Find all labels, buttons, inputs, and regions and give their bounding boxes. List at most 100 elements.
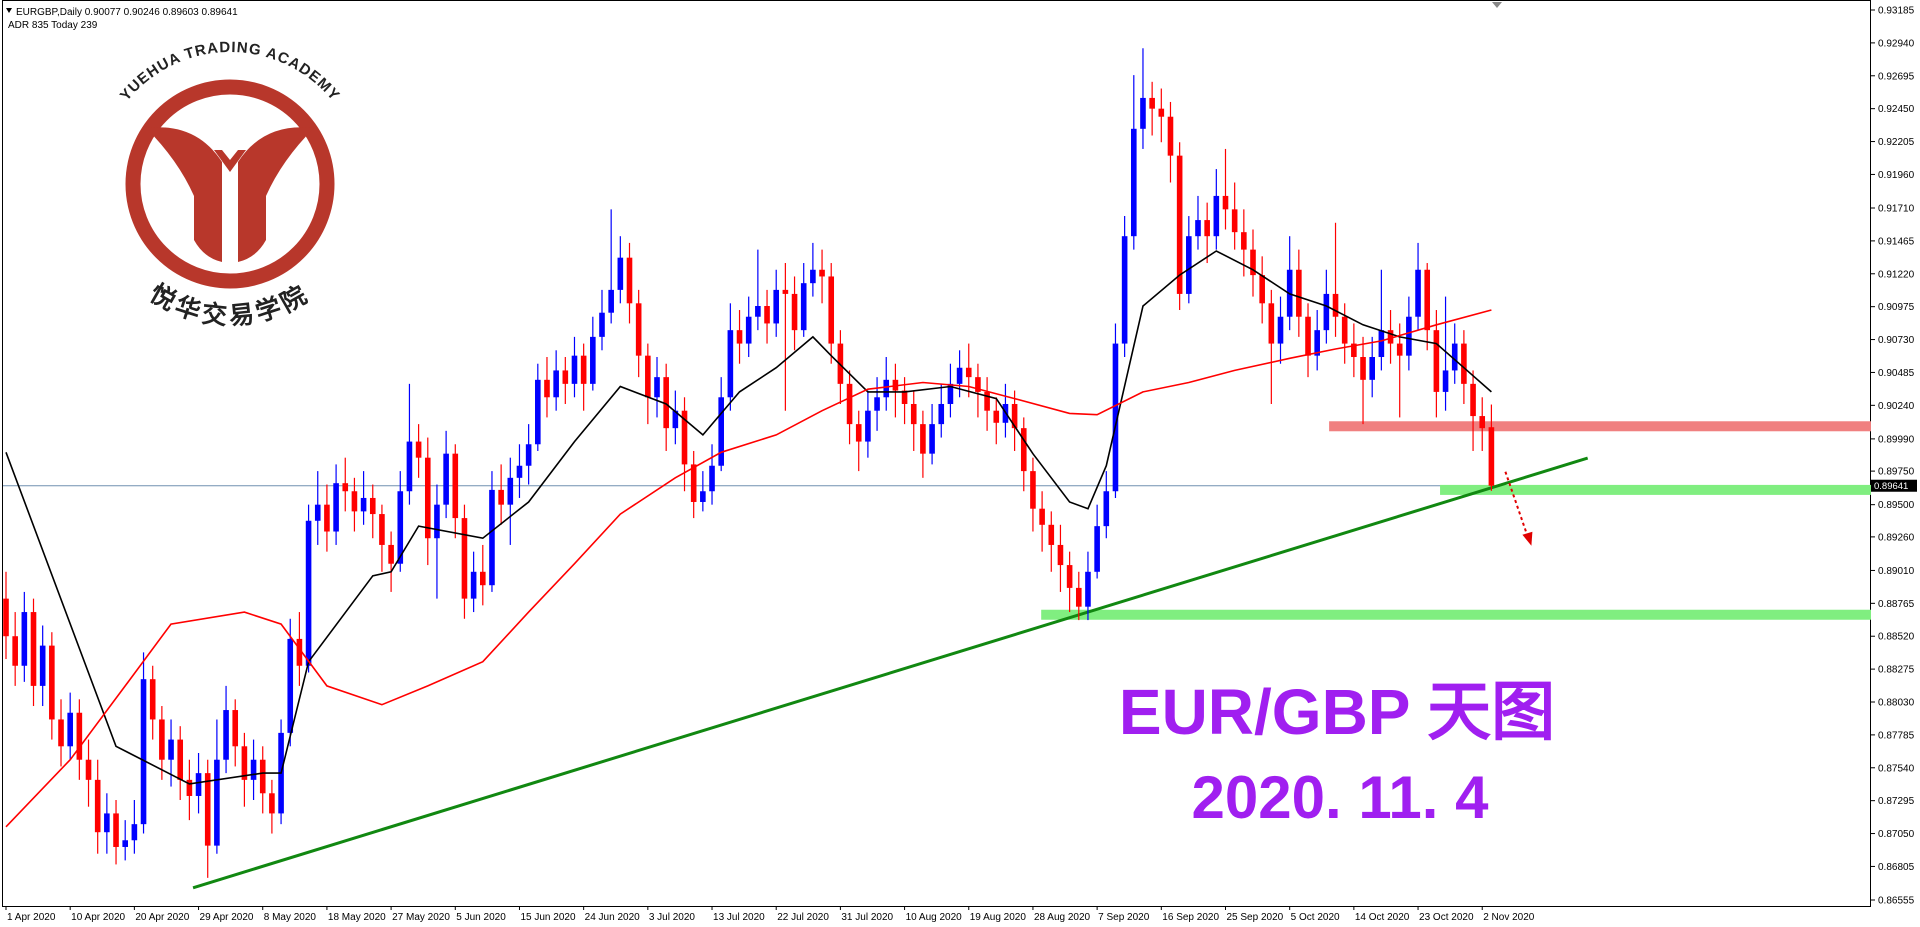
- candle-body: [1094, 526, 1100, 572]
- candle-body: [369, 497, 376, 515]
- candle-body: [351, 491, 358, 512]
- x-tick-label: 28 Aug 2020: [1034, 912, 1091, 923]
- candle-body: [1369, 357, 1375, 380]
- candle-body: [122, 840, 128, 847]
- candle-body: [186, 779, 193, 796]
- zone: [1440, 484, 1871, 495]
- candle-body: [975, 377, 981, 392]
- y-tick-label: 0.87540: [1878, 763, 1915, 774]
- candle-body: [956, 367, 963, 384]
- y-tick-label: 0.90485: [1878, 368, 1915, 379]
- candle-body: [269, 793, 275, 814]
- candle-body: [296, 638, 303, 666]
- candle-body: [1314, 330, 1320, 356]
- y-tick-label: 0.90730: [1878, 335, 1915, 346]
- y-tick-label: 0.88275: [1878, 665, 1915, 676]
- candle-body: [195, 773, 202, 796]
- candle-body: [49, 645, 55, 720]
- price-label-box: [1871, 479, 1917, 492]
- candle-body: [287, 638, 294, 733]
- scroll-marker: [1492, 2, 1502, 8]
- candle-body: [241, 746, 248, 780]
- candle-body: [1250, 249, 1256, 276]
- candle-body: [140, 679, 147, 825]
- logo-notch: [214, 150, 246, 172]
- candle-body: [1415, 269, 1421, 317]
- candle-body: [965, 367, 972, 378]
- y-tick-label: 0.90975: [1878, 302, 1915, 313]
- x-tick-label: 10 Apr 2020: [71, 912, 125, 923]
- y-tick-label: 0.92940: [1878, 38, 1915, 49]
- x-tick-label: 23 Oct 2020: [1419, 912, 1474, 923]
- candle-body: [1176, 155, 1183, 294]
- zone: [1041, 609, 1871, 620]
- candle-body: [406, 441, 413, 492]
- candle-body: [223, 710, 229, 760]
- y-tick-label: 0.89260: [1878, 532, 1915, 543]
- candle-body: [177, 739, 184, 780]
- x-tick-label: 16 Sep 2020: [1162, 912, 1219, 923]
- candle-body: [910, 403, 917, 425]
- candle-body: [947, 383, 954, 404]
- candle-body: [580, 355, 587, 384]
- candle-body: [865, 410, 871, 442]
- candle-body: [397, 491, 404, 564]
- candle-body: [333, 483, 339, 532]
- x-tick-label: 14 Oct 2020: [1355, 912, 1410, 923]
- candle-body: [452, 453, 459, 519]
- candle-body: [920, 424, 926, 454]
- candle-body: [516, 465, 523, 478]
- candle-body: [39, 645, 46, 686]
- candle-body: [855, 424, 862, 442]
- x-tick-label: 31 Jul 2020: [841, 912, 893, 923]
- x-tick-label: 19 Aug 2020: [970, 912, 1027, 923]
- candle-body: [654, 377, 660, 398]
- y-tick-label: 0.87785: [1878, 730, 1915, 741]
- candle-body: [342, 483, 349, 492]
- candle-body: [1268, 303, 1275, 344]
- x-tick-label: 20 Apr 2020: [135, 912, 189, 923]
- candle-body: [1112, 343, 1119, 492]
- candle-body: [113, 813, 119, 847]
- forecast-arrow-head: [1522, 531, 1533, 546]
- candle-body: [1103, 491, 1110, 527]
- candle-body: [21, 612, 28, 666]
- candle-body: [250, 759, 257, 780]
- y-tick-label: 0.87050: [1878, 829, 1915, 840]
- x-tick-label: 27 May 2020: [392, 912, 450, 923]
- y-tick-label: 0.93185: [1878, 6, 1915, 17]
- candle-body: [1378, 330, 1385, 358]
- candle-body: [388, 544, 394, 564]
- candle-body: [1296, 269, 1302, 317]
- x-tick-label: 10 Aug 2020: [906, 912, 963, 923]
- candle-body: [1057, 544, 1064, 566]
- x-tick-label: 2 Nov 2020: [1483, 912, 1535, 923]
- candle-body: [1213, 195, 1220, 237]
- candle-body: [1277, 316, 1284, 344]
- forecast-arrow: [1504, 471, 1529, 537]
- candle-body: [1204, 220, 1210, 237]
- x-tick-label: 29 Apr 2020: [200, 912, 254, 923]
- candle-body: [1387, 330, 1394, 344]
- candle-body: [690, 464, 697, 502]
- header: EURGBP,Daily 0.90077 0.90246 0.89603 0.8…: [16, 7, 238, 18]
- zone: [1329, 421, 1871, 432]
- candle-body: [443, 453, 449, 505]
- candle-body: [617, 257, 624, 290]
- candle-body: [635, 303, 642, 356]
- y-tick-label: 0.88765: [1878, 599, 1915, 610]
- candle-body: [1433, 330, 1440, 392]
- candle-body: [1488, 427, 1495, 486]
- menu-triangle: [6, 8, 12, 13]
- candle-body: [324, 504, 330, 532]
- y-tick-label: 0.90240: [1878, 401, 1915, 412]
- candle-body: [800, 283, 807, 331]
- candle-body: [1360, 357, 1366, 380]
- candle-body: [828, 276, 835, 344]
- x-tick-label: 3 Jul 2020: [649, 912, 696, 923]
- candle-body: [1048, 524, 1055, 545]
- candle-body: [424, 457, 431, 539]
- y-tick-label: 0.86555: [1878, 896, 1915, 907]
- candle-body: [232, 710, 239, 747]
